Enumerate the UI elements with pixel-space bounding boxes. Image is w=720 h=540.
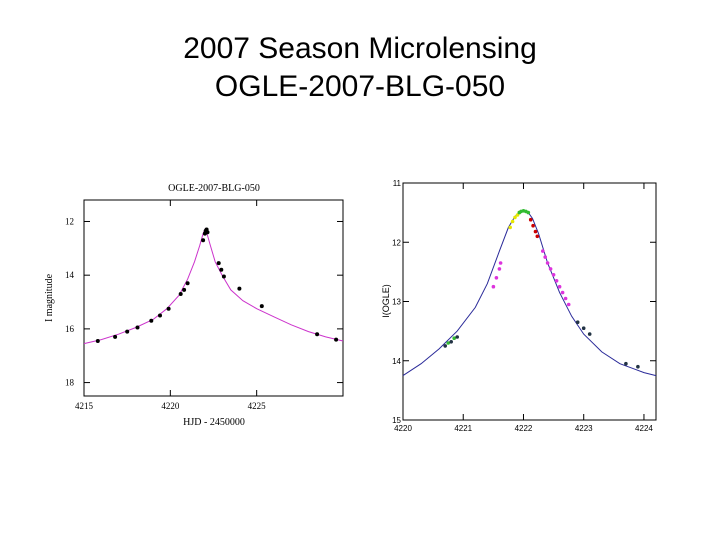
right-data-point-yellow [513,215,517,220]
right-data-point-dark [443,344,448,348]
right-data-point-green [452,336,457,341]
right-data-point-magenta [491,284,496,289]
right-x-tick-label: 4222 [515,424,533,433]
right-data-point-magenta [560,290,565,295]
right-x-tick-label: 4223 [575,424,593,433]
right-data-point-dark [587,332,592,336]
right-y-tick-label: 15 [392,416,401,425]
left-data-point-ogle-data [113,334,118,339]
right-data-point-yellow [510,219,515,224]
right-chart-ylabel: I(OGLE) [381,284,391,318]
left-data-point-ogle-data [182,287,187,292]
right-data-point-magenta [543,255,547,259]
left-data-point-ogle-data [149,318,154,323]
left-model-line [83,228,344,345]
right-data-point-magenta [566,302,571,307]
right-data-point-magenta [541,249,545,253]
left-data-point-ogle-data [216,261,221,266]
right-data-point-dark [575,320,580,325]
right-data-point-magenta [545,261,550,265]
right-y-tick-label: 13 [392,298,401,307]
slide-title-line-2: OGLE-2007-BLG-050 [214,70,506,103]
left-data-point-ogle-data [219,267,224,272]
right-y-tick-label: 14 [392,357,401,366]
right-data-point-magenta [494,276,499,280]
left-y-tick-label: 12 [65,216,74,226]
left-x-tick-label: 4225 [248,401,267,411]
left-x-tick-label: 4220 [161,401,180,411]
left-data-point-ogle-data [185,281,190,286]
left-data-point-ogle-data [166,306,171,311]
left-y-tick-label: 16 [65,324,75,334]
left-y-tick-label: 14 [65,270,75,280]
right-x-tick-label: 4221 [454,424,472,433]
right-data-point-red [533,229,538,234]
left-x-tick-label: 4215 [75,401,94,411]
right-data-point-dark [624,361,628,366]
left-chart-title: OGLE-2007-BLG-050 [168,183,260,194]
left-data-point-ogle-data [178,292,183,296]
right-data-point-magenta [551,273,556,277]
right-data-point-magenta [548,267,553,271]
right-data-point-red [535,234,540,239]
right-data-point-green [446,341,451,345]
right-y-tick-label: 11 [393,179,402,188]
right-data-point-dark [449,340,454,344]
right-data-point-red [528,217,533,222]
left-data-point-ogle-data [135,325,140,330]
right-model-line [402,210,657,377]
right-data-point-magenta [563,296,568,301]
right-data-point-red [531,223,535,228]
right-data-point-dark [455,335,460,339]
left-data-point-ogle-data [201,238,206,243]
left-y-tick-label: 18 [65,378,75,388]
right-data-point-magenta [554,279,559,283]
left-data-point-ogle-data [205,230,210,235]
left-data-point-ogle-data [237,286,242,291]
right-y-tick-label: 12 [392,238,401,247]
right-data-point-magenta [557,284,562,289]
right-data-point-magenta [497,267,502,271]
right-x-tick-label: 4224 [635,424,653,433]
right-data-point-yellow [508,225,512,230]
right-data-point-magenta [498,261,503,265]
left-plot-frame [83,199,344,397]
left-data-point-ogle-data [221,274,226,279]
slide-title: 2007 Season Microlensing OGLE-2007-BLG-0… [0,30,720,106]
left-chart-xlabel: HJD - 2450000 [183,417,245,428]
left-data-point-ogle-data [259,304,264,309]
right-data-point-green [526,210,531,215]
left-chart-ylabel: I magnitude [44,273,55,322]
left-data-point-ogle-data [125,329,130,334]
right-data-point-dark [636,364,640,369]
right-x-tick-label: 4220 [394,424,412,433]
left-data-point-ogle-data [95,339,100,343]
left-data-point-ogle-data [158,313,162,318]
left-data-point-ogle-data [334,337,339,342]
left-data-point-ogle-data [315,332,320,337]
right-data-point-dark [581,326,586,331]
slide-title-line-1: 2007 Season Microlensing [183,32,537,65]
